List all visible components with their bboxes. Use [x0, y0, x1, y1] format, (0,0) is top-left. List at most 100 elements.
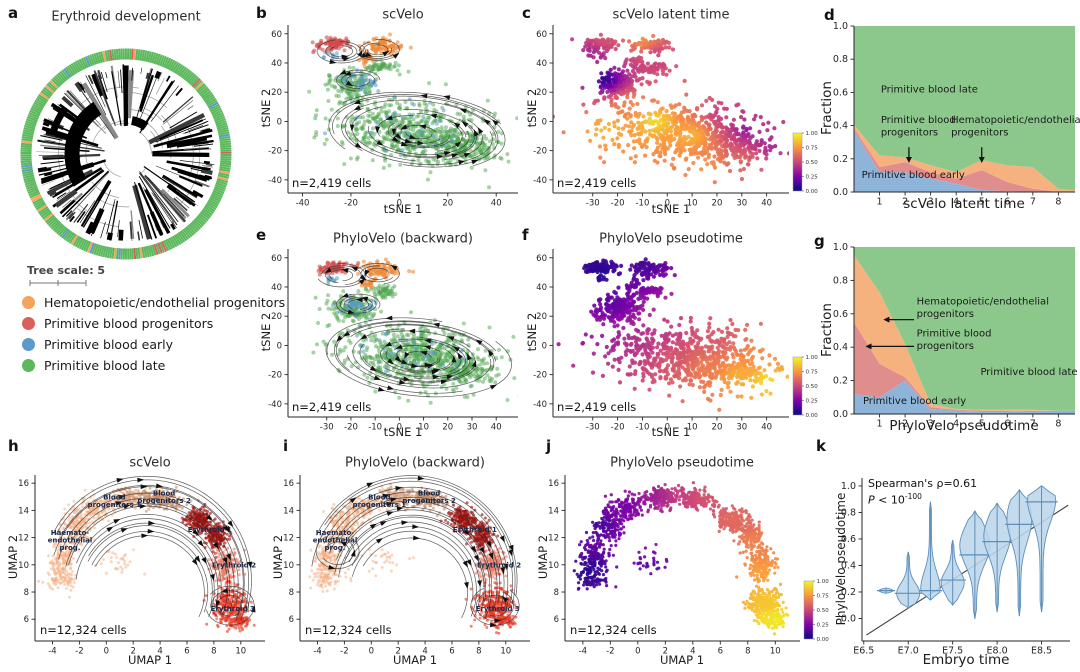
svg-text:-20: -20 [268, 371, 282, 381]
panel-a-letter: a [8, 4, 19, 22]
panel-c-ncells: n=2,419 cells [557, 176, 637, 190]
panel-k-xlabel: Embryo time [922, 652, 1010, 668]
panel-a-title: Erythroid development [51, 9, 201, 25]
svg-text:10: 10 [687, 199, 698, 209]
svg-text:20: 20 [442, 199, 453, 209]
svg-text:-20: -20 [344, 423, 358, 433]
panel-j-letter: j [546, 437, 552, 455]
legend-label-late: Primitive blood late [44, 358, 166, 373]
svg-text:10: 10 [418, 423, 429, 433]
panel-b-title: scVelo [382, 7, 424, 23]
svg-text:-20: -20 [268, 147, 282, 157]
svg-text:30: 30 [736, 199, 747, 209]
panel-d-ylabel: Fraction [819, 81, 835, 135]
svg-text:-40: -40 [268, 400, 282, 410]
legend-item-prog: Primitive blood progenitors [22, 313, 285, 334]
svg-text:-20: -20 [611, 199, 625, 209]
panel-e-letter: e [256, 226, 267, 244]
panel-i-ylabel: UMAP 2 [271, 534, 285, 580]
svg-text:30: 30 [467, 423, 478, 433]
cell-type-legend: Hematopoietic/endothelial progenitors Pr… [22, 292, 285, 376]
svg-text:0: 0 [397, 423, 402, 433]
panel-k-letter: k [816, 437, 826, 455]
svg-text:0.50: 0.50 [806, 160, 819, 166]
panel-j-xlabel: UMAP 1 [659, 653, 705, 667]
panel-i-xlabel: UMAP 1 [392, 653, 438, 667]
panel-i-ncells: n=12,324 cells [305, 623, 392, 637]
panel-b-ncells: n=2,419 cells [292, 176, 372, 190]
svg-text:40: 40 [491, 423, 502, 433]
panel-c-ylabel: tSNE 2 [525, 88, 539, 128]
panel-h-xlabel: UMAP 1 [127, 653, 173, 667]
panel-i-title: PhyloVelo (backward) [345, 455, 485, 471]
panel-b-plot: -40 -20 0 20 40 -40 -20 0 20 40 60 [268, 25, 518, 209]
panel-d-letter: d [824, 6, 835, 24]
svg-text:40: 40 [271, 59, 282, 69]
legend-item-early: Primitive blood early [22, 334, 285, 355]
legend-label-early: Primitive blood early [44, 337, 173, 352]
spearman-text: Spearman's ρ=0.61 [868, 477, 978, 490]
svg-text:40: 40 [536, 59, 547, 69]
panel-j-ncells: n=12,324 cells [570, 623, 657, 637]
svg-text:40: 40 [271, 283, 282, 293]
svg-text:-40: -40 [533, 176, 547, 186]
panel-f-letter: f [522, 226, 529, 244]
svg-text:-30: -30 [320, 423, 334, 433]
panel-c-title: scVelo latent time [612, 7, 730, 23]
svg-text:-10: -10 [635, 199, 649, 209]
svg-text:0: 0 [665, 199, 670, 209]
svg-text:0.00: 0.00 [806, 189, 819, 195]
svg-text:20: 20 [271, 312, 282, 322]
panel-i-letter: i [283, 437, 289, 455]
panel-d-xlabel: scVelo latent time [903, 196, 1025, 212]
svg-text:60: 60 [536, 30, 547, 40]
panel-f-plot: -30 -20 -10 0 10 20 30 40-40-2002040601.000.750… [533, 249, 818, 433]
panel-c-letter: c [522, 4, 531, 22]
panel-c-plot: -30 -20 -10 0 10 20 30 40 -40 -20 0 20 40 60 1.00 0.75 0… [533, 25, 818, 209]
svg-text:20: 20 [712, 199, 723, 209]
svg-text:20: 20 [536, 88, 547, 98]
panel-h-plot: Haemato-endothelialprog.Bloodprogenitors… [18, 475, 265, 657]
svg-text:0: 0 [397, 199, 402, 209]
svg-text:-20: -20 [533, 147, 547, 157]
svg-text:-20: -20 [344, 199, 358, 209]
svg-text:0: 0 [277, 117, 282, 127]
svg-text:1.00: 1.00 [806, 131, 819, 137]
panel-e-xlabel: tSNE 1 [383, 425, 423, 439]
svg-text:0.25: 0.25 [806, 175, 819, 181]
panel-j-plot: -4 -2 0 2 4 6 8 1068101214161.000.750.500.250.0… [548, 475, 829, 657]
legend-label-prog: Primitive blood progenitors [44, 316, 214, 331]
panel-b-ylabel: tSNE 2 [259, 88, 273, 128]
panel-f-xlabel: tSNE 1 [651, 425, 691, 439]
svg-text:-30: -30 [586, 199, 600, 209]
panel-e-ncells: n=2,419 cells [292, 400, 372, 414]
panel-h-ylabel: UMAP 2 [6, 534, 20, 580]
svg-text:40: 40 [491, 199, 502, 209]
legend-label-hema: Hematopoietic/endothelial progenitors [44, 295, 286, 310]
panel-k-plot: E6.5 E7.0 E7.5 E8.0 E8.50.00.20.40.60.81.0 [841, 478, 1070, 657]
svg-text:-40: -40 [268, 176, 282, 186]
pvalue-mid: < 10 [874, 493, 905, 507]
panel-a-plot [20, 48, 232, 286]
panel-f-ylabel: tSNE 2 [525, 312, 539, 352]
svg-text:-40: -40 [296, 199, 310, 209]
svg-text:40: 40 [761, 199, 772, 209]
panel-h-title: scVelo [129, 455, 171, 471]
panel-k-ylabel: PhyloVelo pseudotime [834, 492, 848, 626]
legend-dot-early-icon [22, 338, 35, 351]
panel-c-xlabel: tSNE 1 [651, 202, 691, 216]
svg-text:0.75: 0.75 [806, 146, 819, 152]
legend-dot-late-icon [22, 359, 35, 372]
panel-h-ncells: n=12,324 cells [40, 623, 127, 637]
panel-g-letter: g [814, 232, 825, 250]
legend-dot-prog-icon [22, 317, 35, 330]
panel-b-letter: b [256, 4, 267, 22]
svg-text:20: 20 [442, 423, 453, 433]
svg-text:60: 60 [271, 30, 282, 40]
pvalue-text: P < 10-100 [868, 493, 922, 506]
legend-item-hema: Hematopoietic/endothelial progenitors [22, 292, 285, 313]
svg-text:0: 0 [277, 341, 282, 351]
svg-text:-10: -10 [368, 423, 382, 433]
